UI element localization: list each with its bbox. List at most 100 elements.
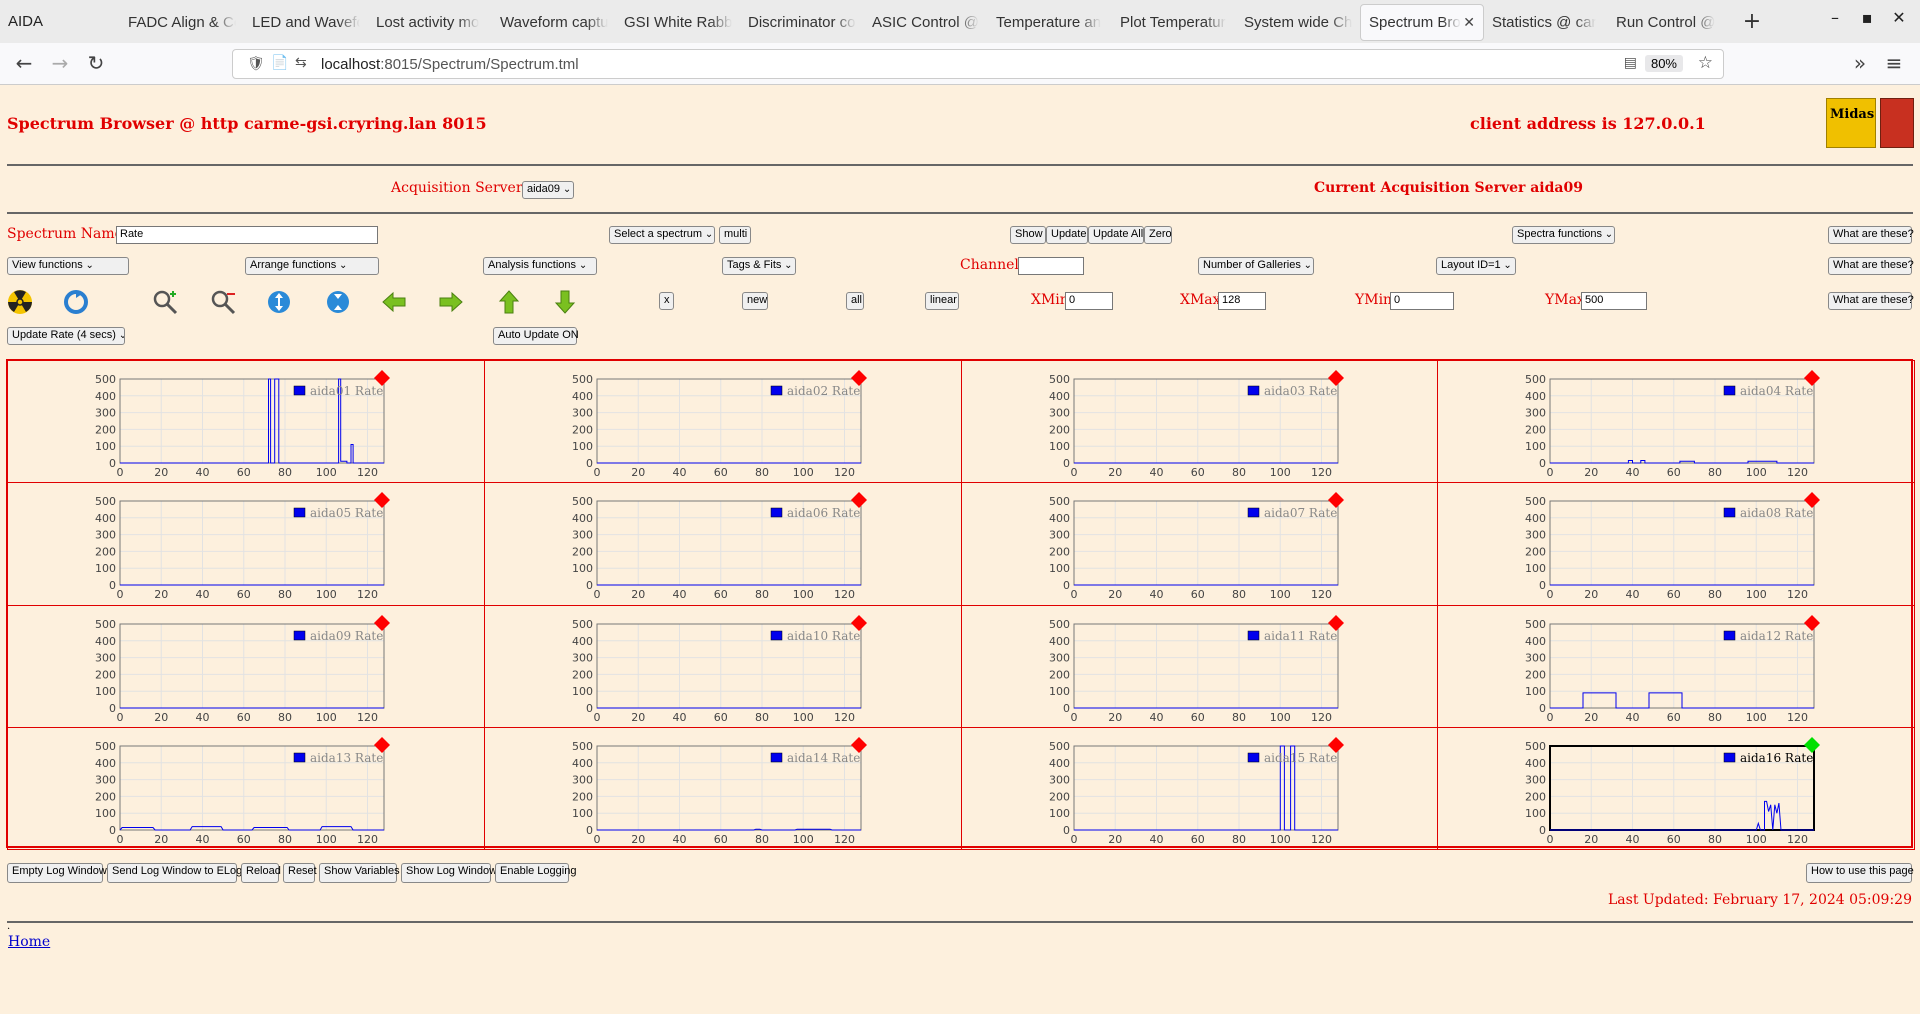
spectrum-panel[interactable]: 0 20 40 60 80 100 120 0 100 200 300 400 500 aida03 Ra…	[960, 360, 1439, 484]
refresh-icon[interactable]	[63, 289, 89, 315]
permissions-icon[interactable]: ⇆	[295, 54, 307, 70]
empty-log-button[interactable]: Empty Log Window	[7, 863, 107, 883]
show-variables-button[interactable]: Show Variables	[319, 863, 400, 883]
what-are-these-button[interactable]: What are these?	[1828, 226, 1914, 244]
spectrum-panel[interactable]: 0 20 40 60 80 100 120 0 100 200 300 400 500 aida14 Ra…	[483, 726, 962, 850]
reset-button[interactable]: Reset	[283, 863, 317, 883]
back-icon[interactable]: ←	[15, 51, 33, 75]
spectrum-panel[interactable]: 0 20 40 60 80 100 120 0 100 200 300 400 500 aida02 Ra…	[483, 360, 962, 484]
spectrum-panel[interactable]: 0 20 40 60 80 100 120 0 100 200 300 400 500 aida15 Ra…	[960, 726, 1439, 850]
show-button[interactable]: Show	[1010, 226, 1046, 244]
spectrum-panel[interactable]: 0 20 40 60 80 100 120 0 100 200 300 400 500 aida11 Ra…	[960, 604, 1439, 728]
y-tick-label: 400	[1525, 512, 1546, 525]
new-tab-icon[interactable]: +	[1742, 9, 1762, 34]
tab-7[interactable]: Temperature an	[988, 4, 1112, 41]
radiation-icon[interactable]	[7, 289, 33, 315]
ymax-label: YMax	[1545, 292, 1585, 308]
acq-server-select[interactable]: aida09	[522, 181, 574, 199]
legend-label: aida07 Rate	[1264, 506, 1337, 520]
tab-10[interactable]: Spectrum Bro ✕	[1360, 4, 1484, 41]
x-tick-label: 20	[154, 833, 168, 846]
x-tick-label: 120	[834, 711, 855, 724]
tab-3[interactable]: Waveform captu	[492, 4, 616, 41]
minimize-icon[interactable]: –	[1831, 8, 1839, 27]
reload-icon[interactable]: ↻	[87, 51, 105, 75]
tab-0[interactable]: FADC Align & Co	[120, 4, 244, 41]
menu-icon[interactable]: ≡	[1885, 51, 1903, 75]
tab-8[interactable]: Plot Temperatur	[1112, 4, 1236, 41]
what-are-these-button[interactable]: What are these?	[1828, 292, 1914, 310]
expand-y-icon[interactable]	[266, 289, 292, 315]
ymin-input[interactable]: 0	[1390, 292, 1454, 310]
maximize-icon[interactable]: ▪	[1861, 8, 1873, 27]
what-are-these-button[interactable]: What are these?	[1828, 257, 1914, 275]
number-of-galleries-dropdown[interactable]: Number of Galleries	[1198, 257, 1314, 275]
tags-fits-dropdown[interactable]: Tags & Fits	[722, 257, 796, 275]
tab-2[interactable]: Lost activity mo	[368, 4, 492, 41]
spectrum-panel[interactable]: 0 20 40 60 80 100 120 0 100 200 300 400 500 aida01 Ra…	[7, 360, 485, 484]
arrange-functions-dropdown[interactable]: Arrange functions	[245, 257, 379, 275]
home-link[interactable]: Home	[8, 934, 51, 950]
spectrum-panel[interactable]: 0 20 40 60 80 100 120 0 100 200 300 400 500 aida08 Ra…	[1437, 482, 1915, 606]
xmin-input[interactable]: 0	[1065, 292, 1113, 310]
tab-12[interactable]: Run Control @	[1608, 4, 1732, 41]
analysis-functions-dropdown[interactable]: Analysis functions	[483, 257, 597, 275]
spectrum-panel[interactable]: 0 20 40 60 80 100 120 0 100 200 300 400 500 aida06 Ra…	[483, 482, 962, 606]
update-rate-dropdown[interactable]: Update Rate (4 secs)	[7, 327, 125, 345]
spectrum-panel[interactable]: 0 20 40 60 80 100 120 0 100 200 300 400 500 aida12 Ra…	[1437, 604, 1915, 728]
spectrum-panel[interactable]: 0 20 40 60 80 100 120 0 100 200 300 400 500 aida07 Ra…	[960, 482, 1439, 606]
tab-9[interactable]: System wide Ch	[1236, 4, 1360, 41]
ymax-input[interactable]: 500	[1581, 292, 1647, 310]
arrow-left-icon[interactable]	[381, 289, 407, 315]
view-functions-dropdown[interactable]: View functions	[7, 257, 129, 275]
zoom-level[interactable]: 80%	[1644, 55, 1683, 72]
zoom-out-icon[interactable]	[210, 289, 236, 315]
compress-y-icon[interactable]	[325, 289, 351, 315]
x-button[interactable]: x	[659, 292, 674, 310]
zero-button[interactable]: Zero	[1144, 226, 1172, 244]
channel-input[interactable]	[1018, 257, 1084, 275]
overflow-chevrons-icon[interactable]: »	[1853, 51, 1867, 75]
reader-view-icon[interactable]: ▤	[1623, 54, 1637, 70]
arrow-down-icon[interactable]	[552, 289, 578, 315]
select-spectrum-dropdown[interactable]: Select a spectrum	[609, 226, 715, 244]
all-button[interactable]: all	[846, 292, 864, 310]
x-tick-label: 80	[755, 833, 769, 846]
spectrum-panel[interactable]: 0 20 40 60 80 100 120 0 100 200 300 400 500 aida04 Ra…	[1437, 360, 1915, 484]
arrow-right-icon[interactable]	[438, 289, 464, 315]
new-button[interactable]: new	[742, 292, 768, 310]
update-button[interactable]: Update	[1046, 226, 1088, 244]
shield-icon[interactable]: 🛡	[247, 55, 265, 71]
layout-id-dropdown[interactable]: Layout ID=1	[1436, 257, 1516, 275]
tab-4[interactable]: GSI White Rabbi	[616, 4, 740, 41]
arrow-up-icon[interactable]	[496, 289, 522, 315]
spectrum-panel[interactable]: 0 20 40 60 80 100 120 0 100 200 300 400 500 aida10 Ra…	[483, 604, 962, 728]
update-all-button[interactable]: Update All	[1088, 226, 1144, 244]
tab-1[interactable]: LED and Wavefo	[244, 4, 368, 41]
url-bar[interactable]: 🛡 📄 ⇆ localhost:8015/Spectrum/Spectrum.t…	[232, 49, 1724, 79]
zoom-in-icon[interactable]	[152, 289, 178, 315]
reload-button[interactable]: Reload	[241, 863, 281, 883]
spectrum-panel[interactable]: 0 20 40 60 80 100 120 0 100 200 300 400 500 aida05 Ra…	[7, 482, 485, 606]
tab-11[interactable]: Statistics @ car	[1484, 4, 1608, 41]
spectrum-name-input[interactable]: Rate	[116, 226, 378, 244]
linear-button[interactable]: linear	[925, 292, 959, 310]
close-tab-icon[interactable]: ✕	[1463, 14, 1475, 30]
xmax-input[interactable]: 128	[1218, 292, 1266, 310]
forward-icon[interactable]: →	[51, 51, 69, 75]
tab-5[interactable]: Discriminator co	[740, 4, 864, 41]
page-info-icon[interactable]: 📄	[271, 54, 289, 70]
spectrum-panel[interactable]: 0 20 40 60 80 100 120 0 100 200 300 400 500 aida13 Ra…	[7, 726, 485, 850]
how-to-use-button[interactable]: How to use this page	[1806, 863, 1914, 883]
spectrum-panel[interactable]: 0 20 40 60 80 100 120 0 100 200 300 400 500 aida16 Ra…	[1437, 726, 1915, 850]
tab-6[interactable]: ASIC Control @	[864, 4, 988, 41]
enable-logging-button[interactable]: Enable Logging	[495, 863, 576, 883]
auto-update-button[interactable]: Auto Update ON	[493, 327, 579, 345]
spectrum-panel[interactable]: 0 20 40 60 80 100 120 0 100 200 300 400 500 aida09 Ra…	[7, 604, 485, 728]
bookmark-star-icon[interactable]: ☆	[1697, 53, 1713, 72]
spectra-functions-dropdown[interactable]: Spectra functions	[1512, 226, 1615, 244]
close-window-icon[interactable]: ✕	[1892, 8, 1906, 27]
multi-button[interactable]: multi	[719, 226, 751, 244]
show-log-window-button[interactable]: Show Log Window	[401, 863, 497, 883]
send-log-elog-button[interactable]: Send Log Window to ELog	[107, 863, 242, 883]
